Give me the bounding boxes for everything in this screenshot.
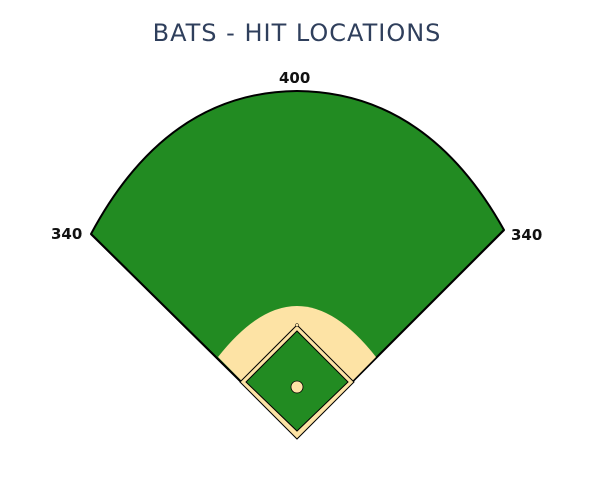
chart-title: BATS - HIT LOCATIONS bbox=[152, 19, 442, 47]
pitchers-mound bbox=[290, 380, 304, 394]
second-base bbox=[295, 323, 299, 327]
right-field-distance-label: 340 bbox=[511, 226, 543, 244]
left-field-distance-label: 340 bbox=[51, 225, 83, 243]
outfield-grass bbox=[90, 90, 505, 438]
center-field-distance-label: 400 bbox=[279, 69, 311, 87]
